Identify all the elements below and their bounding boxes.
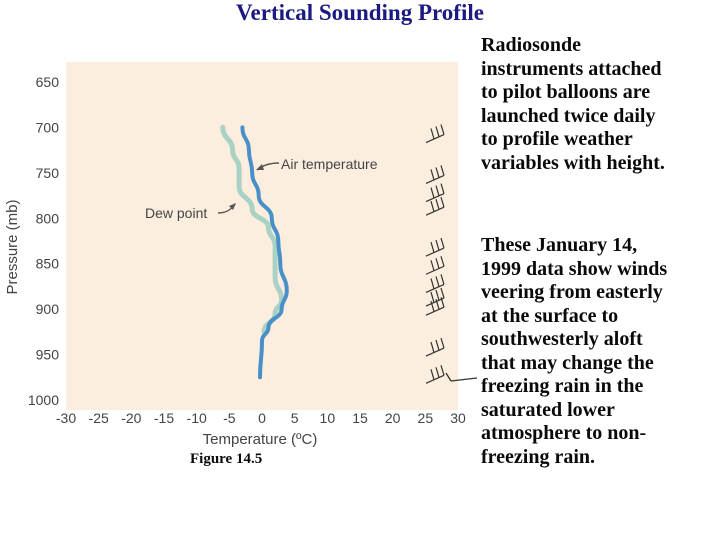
wind-barb (425, 124, 445, 144)
y-tick-label: 850 (36, 256, 60, 272)
x-tick-label: 10 (320, 410, 336, 426)
wind-barb (425, 197, 445, 216)
wind-barb (425, 274, 445, 293)
x-tick-label: -10 (187, 410, 207, 426)
dew-point-annotation: Dew point (145, 205, 207, 221)
x-tick-label: 25 (418, 410, 434, 426)
wind-barb (425, 183, 445, 203)
dew-point-arrowhead (229, 203, 236, 210)
surface-wind-barb (445, 372, 478, 382)
wind-barb (425, 365, 445, 384)
air-temperature-arrowhead (256, 164, 264, 170)
y-tick-label: 1000 (28, 392, 59, 408)
x-tick-label: 20 (385, 410, 401, 426)
y-axis-label: Pressure (mb) (4, 199, 21, 294)
x-tick-label: -30 (56, 410, 76, 426)
x-tick-label: 30 (450, 410, 466, 426)
air-temperature-annotation: Air temperature (281, 156, 378, 172)
slide-title: Vertical Sounding Profile (236, 0, 484, 25)
x-tick-label: -20 (121, 410, 141, 426)
y-tick-label: 950 (36, 347, 60, 363)
x-tick-label: 15 (352, 410, 368, 426)
wind-barb (425, 256, 445, 275)
x-tick-label: -25 (89, 410, 109, 426)
wind-barb (425, 287, 445, 307)
wind-barb-column (425, 124, 445, 384)
wind-barb (425, 237, 445, 257)
description-paragraph-2: These January 14, 1999 data show winds v… (481, 234, 668, 468)
wind-barb (425, 165, 445, 184)
y-tick-label: 700 (36, 119, 60, 135)
x-tick-label: -5 (223, 410, 236, 426)
figure-caption: Figure 14.5 (190, 451, 263, 467)
air-temperature-line (240, 125, 289, 380)
wind-barb (425, 337, 445, 357)
y-tick-label: 900 (36, 301, 60, 317)
y-tick-label: 650 (36, 74, 60, 90)
x-tick-label: 5 (291, 410, 299, 426)
x-axis-label: Temperature (ºC) (203, 431, 318, 448)
x-tick-label: 0 (258, 410, 266, 426)
description-paragraph-1: Radiosonde instruments attached to pilot… (481, 34, 665, 174)
x-tick-label: -15 (154, 410, 174, 426)
y-tick-label: 800 (36, 210, 60, 226)
wind-barb (425, 296, 445, 316)
y-tick-label: 750 (36, 165, 60, 181)
